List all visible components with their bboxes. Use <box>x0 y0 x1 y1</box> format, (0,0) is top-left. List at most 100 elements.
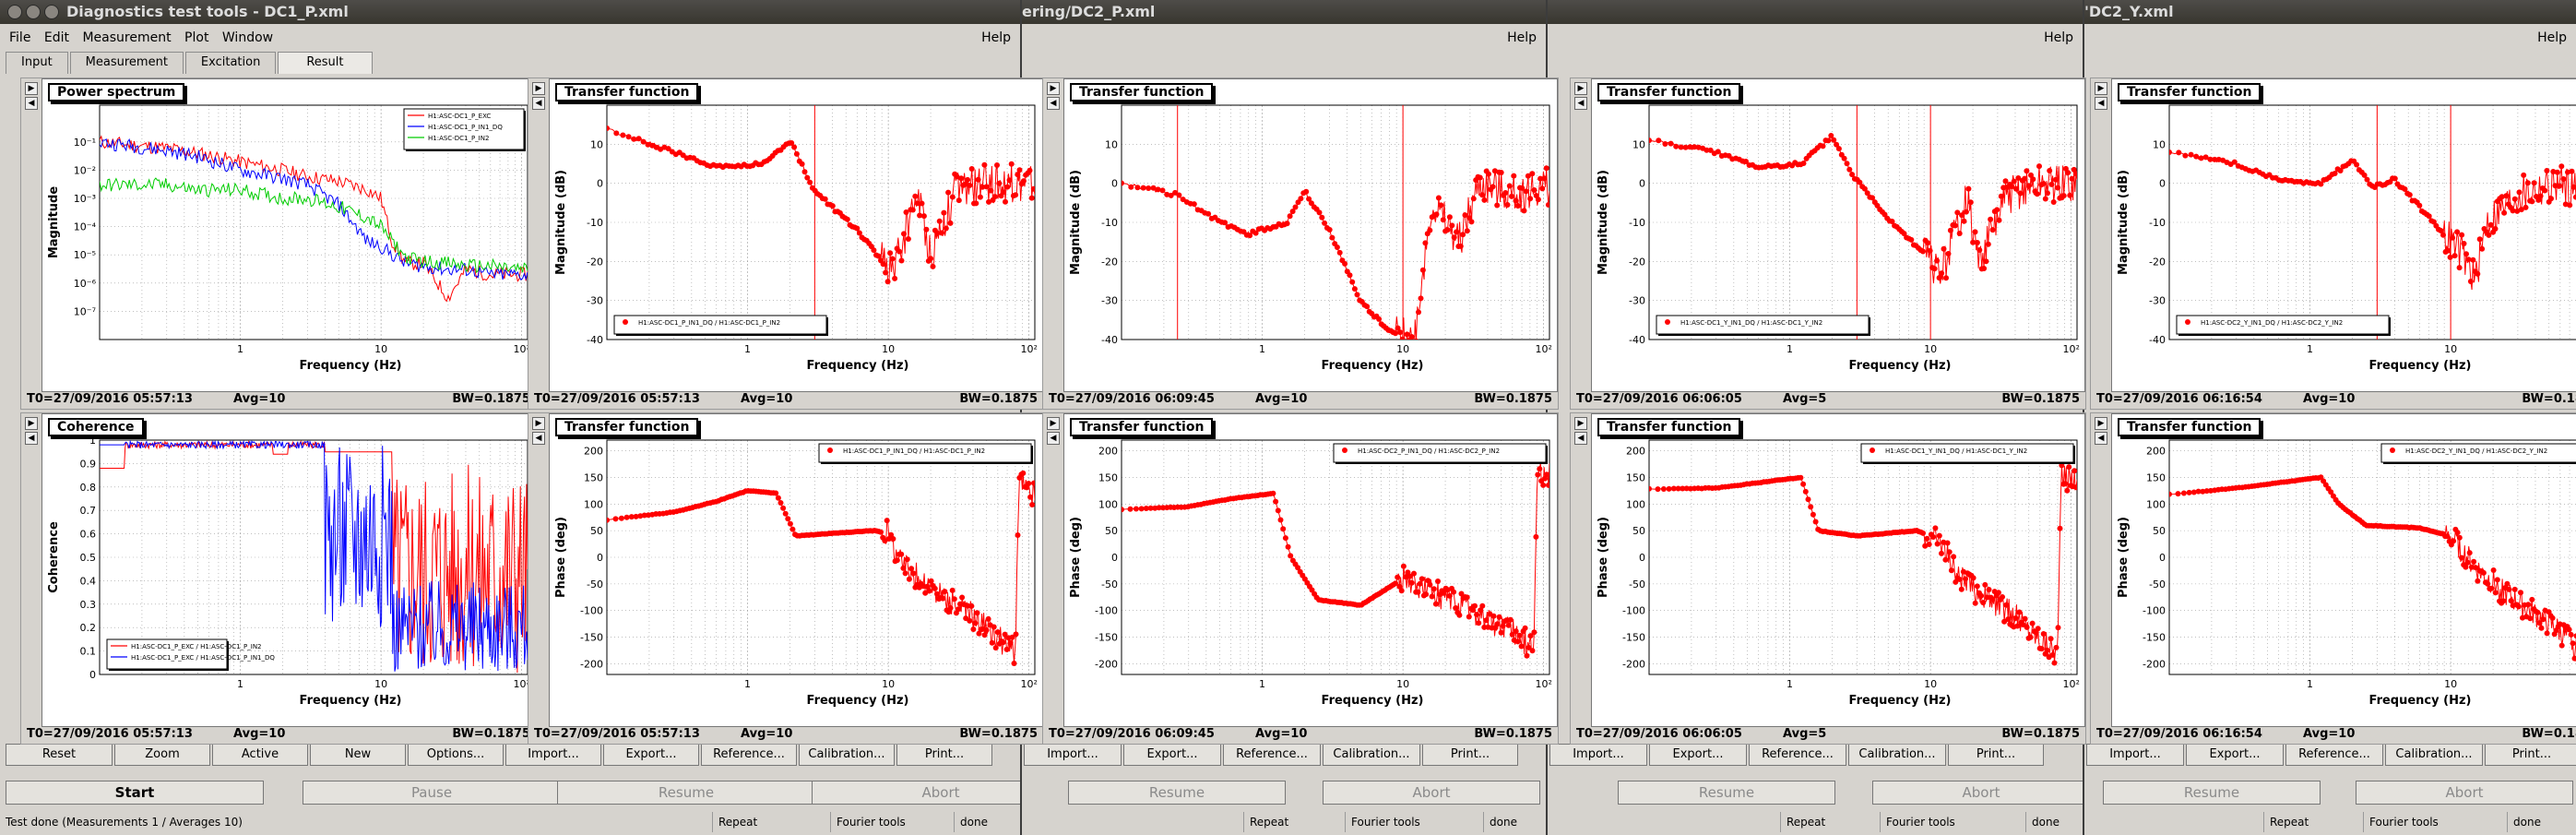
collapse-icon[interactable]: ◀ <box>1047 97 1060 110</box>
close-icon[interactable] <box>7 5 22 19</box>
calibration-button[interactable]: Calibration... <box>1848 744 1946 766</box>
print-button[interactable]: Print... <box>2485 744 2576 766</box>
data-point <box>1342 260 1348 267</box>
expand-icon[interactable]: ▶ <box>1047 82 1060 95</box>
plot-area[interactable]: Transfer function -200 -150 -100 -50 0 50 100 15… <box>2111 413 2576 727</box>
expand-icon[interactable]: ▶ <box>2095 417 2107 430</box>
tab-excitation[interactable]: Excitation <box>184 52 277 74</box>
export-button[interactable]: Export... <box>603 744 699 766</box>
import-button[interactable]: Import... <box>1024 744 1122 766</box>
menu-help[interactable]: Help <box>2537 30 2567 45</box>
tab-input[interactable]: Input <box>6 52 68 74</box>
data-point <box>1486 171 1491 177</box>
options-button[interactable]: Options... <box>408 744 504 766</box>
export-button[interactable]: Export... <box>1649 744 1747 766</box>
new-button[interactable]: New <box>310 744 406 766</box>
expand-icon[interactable]: ▶ <box>532 417 545 430</box>
print-button[interactable]: Print... <box>1422 744 1518 766</box>
abort-button[interactable]: Abort <box>1872 781 2083 805</box>
menu-help[interactable]: Help <box>2044 30 2073 45</box>
collapse-icon[interactable]: ◀ <box>1574 432 1587 445</box>
data-point <box>1275 507 1281 514</box>
reference-button[interactable]: Reference... <box>1223 744 1321 766</box>
resume-button[interactable]: Resume <box>1618 781 1835 805</box>
expand-icon[interactable]: ▶ <box>25 417 38 430</box>
resume-button[interactable]: Resume <box>2103 781 2321 805</box>
pause-button[interactable]: Pause <box>303 781 561 805</box>
plot-title: Transfer function <box>555 418 699 436</box>
tab-measurement[interactable]: Measurement <box>69 52 184 74</box>
expand-icon[interactable]: ▶ <box>532 82 545 95</box>
collapse-icon[interactable]: ◀ <box>1574 97 1587 110</box>
import-button[interactable]: Import... <box>1549 744 1647 766</box>
plot-area[interactable]: Power spectrum 10⁻⁷ 10⁻⁶ 10⁻⁵ 10⁻⁴ 10⁻³ 10⁻² 10… <box>42 78 536 392</box>
collapse-icon[interactable]: ◀ <box>532 432 545 445</box>
menu-help[interactable]: Help <box>981 30 1011 45</box>
abort-button[interactable]: Abort <box>1323 781 1540 805</box>
calibration-button[interactable]: Calibration... <box>1323 744 1420 766</box>
collapse-icon[interactable]: ◀ <box>532 97 545 110</box>
data-point <box>1026 481 1032 486</box>
y-tick-label: -40 <box>1101 334 1118 346</box>
reference-button[interactable]: Reference... <box>1749 744 1846 766</box>
collapse-icon[interactable]: ◀ <box>1047 432 1060 445</box>
export-button[interactable]: Export... <box>1123 744 1221 766</box>
import-button[interactable]: Import... <box>505 744 601 766</box>
title-bar[interactable]: 'DC2_Y.xml <box>2084 0 2576 24</box>
reference-button[interactable]: Reference... <box>2285 744 2383 766</box>
collapse-icon[interactable]: ◀ <box>2095 432 2107 445</box>
menu-window[interactable]: Window <box>221 30 274 45</box>
menu-edit[interactable]: Edit <box>43 30 70 45</box>
data-point <box>2036 163 2042 170</box>
menu-help[interactable]: Help <box>1507 30 1537 45</box>
calibration-button[interactable]: Calibration... <box>2385 744 2483 766</box>
y-tick-label: -30 <box>587 295 603 307</box>
expand-icon[interactable]: ▶ <box>1574 417 1587 430</box>
plot-area[interactable]: Transfer function -200 -150 -100 -50 0 50 100 15… <box>1591 413 2085 727</box>
minimize-icon[interactable] <box>26 5 41 19</box>
info-avg: Avg=10 <box>233 727 286 741</box>
maximize-icon[interactable] <box>44 5 59 19</box>
start-button[interactable]: Start <box>6 781 264 805</box>
title-bar[interactable] <box>1548 0 2083 24</box>
collapse-icon[interactable]: ◀ <box>2095 97 2107 110</box>
expand-icon[interactable]: ▶ <box>25 82 38 95</box>
expand-icon[interactable]: ▶ <box>1047 417 1060 430</box>
title-bar[interactable]: Diagnostics test tools - DC1_P.xml <box>0 0 1020 24</box>
title-bar[interactable]: ering/DC2_P.xml <box>1022 0 1546 24</box>
expand-icon[interactable]: ▶ <box>1574 82 1587 95</box>
menu-measurement[interactable]: Measurement <box>82 30 172 45</box>
data-point <box>1222 220 1229 226</box>
abort-button[interactable]: Abort <box>2356 781 2573 805</box>
print-button[interactable]: Print... <box>896 744 992 766</box>
reset-button[interactable]: Reset <box>6 744 113 766</box>
data-point <box>968 166 975 172</box>
data-point <box>2515 603 2522 610</box>
plot-area[interactable]: Transfer function -200 -150 -100 -50 0 50 100 15… <box>1063 413 1558 727</box>
import-button[interactable]: Import... <box>2086 744 2184 766</box>
collapse-icon[interactable]: ◀ <box>25 97 38 110</box>
resume-button[interactable]: Resume <box>1068 781 1286 805</box>
active-button[interactable]: Active <box>212 744 308 766</box>
data-point <box>1408 334 1415 340</box>
zoom-button[interactable]: Zoom <box>114 744 210 766</box>
print-button[interactable]: Print... <box>1948 744 2044 766</box>
expand-icon[interactable]: ▶ <box>2095 82 2107 95</box>
reference-button[interactable]: Reference... <box>701 744 797 766</box>
export-button[interactable]: Export... <box>2186 744 2284 766</box>
resume-button[interactable]: Resume <box>557 781 815 805</box>
data-point <box>898 551 905 557</box>
menu-plot[interactable]: Plot <box>184 30 209 45</box>
plot-area[interactable]: Coherence 0 0.1 0.2 0.3 0.4 0.5 0.6 0.7 0.8 0.9 1 1 1… <box>42 413 536 727</box>
tab-result[interactable]: Result <box>278 52 373 74</box>
abort-button[interactable]: Abort <box>812 781 1020 805</box>
data-point <box>2488 585 2495 591</box>
calibration-button[interactable]: Calibration... <box>799 744 895 766</box>
menu-file[interactable]: File <box>9 30 31 45</box>
plot-area[interactable]: Transfer function-40-30-20-1001011010²Fr… <box>2111 78 2576 392</box>
collapse-icon[interactable]: ◀ <box>25 432 38 445</box>
plot-area[interactable]: Transfer function -200 -150 -100 -50 0 50 100 15… <box>549 413 1043 727</box>
